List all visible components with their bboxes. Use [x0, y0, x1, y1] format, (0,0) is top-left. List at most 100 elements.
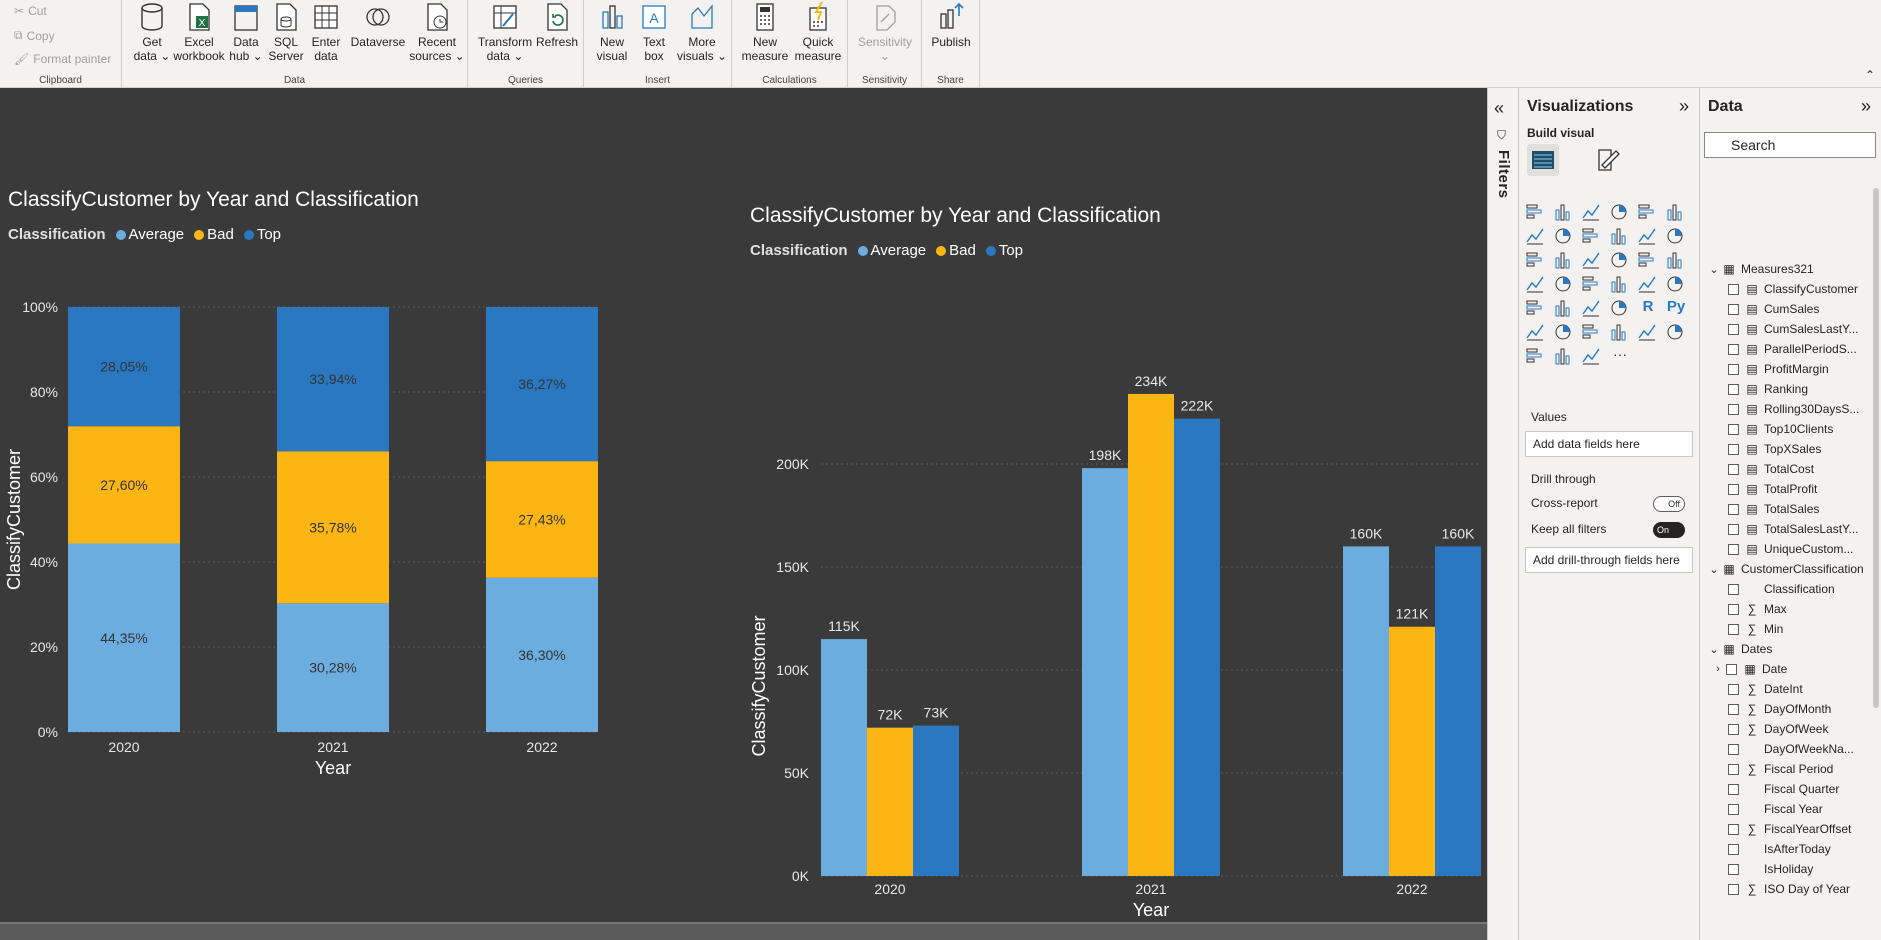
field-checkbox[interactable] [1728, 703, 1739, 715]
field-item[interactable]: Classification [1700, 579, 1881, 599]
table-node[interactable]: ⌄ ▦ Dates [1700, 639, 1881, 659]
more-visual-icon[interactable]: ··· [1613, 346, 1627, 362]
field-item[interactable]: Fiscal Year [1700, 799, 1881, 819]
chart2-legend-bad[interactable]: Bad [936, 242, 976, 259]
new-measure-button[interactable]: New measure [740, 2, 790, 63]
field-item[interactable]: ▤ ClassifyCustomer [1700, 279, 1881, 299]
data-hub-button[interactable]: Data hub ⌄ [226, 2, 266, 63]
field-checkbox[interactable] [1728, 623, 1739, 635]
field-item[interactable]: ▤ CumSalesLastY... [1700, 319, 1881, 339]
field-item[interactable]: IsHoliday [1700, 859, 1881, 879]
table-visual-icon[interactable] [1581, 298, 1603, 320]
field-checkbox[interactable] [1728, 603, 1739, 615]
field-checkbox[interactable] [1728, 343, 1739, 355]
field-item[interactable]: ▤ TotalSalesLastY... [1700, 519, 1881, 539]
chart1-legend-top[interactable]: Top [243, 226, 281, 243]
field-item[interactable]: ▤ Ranking [1700, 379, 1881, 399]
map-visual-icon[interactable] [1525, 274, 1547, 296]
field-checkbox[interactable] [1728, 503, 1739, 515]
values-well[interactable]: Add data fields here [1525, 431, 1693, 457]
field-checkbox[interactable] [1728, 803, 1739, 815]
collapse-ribbon-icon[interactable]: ⌃ [1864, 68, 1875, 82]
field-checkbox[interactable] [1726, 663, 1737, 675]
field-checkbox[interactable] [1728, 483, 1739, 495]
field-item[interactable]: ∑ FiscalYearOffset [1700, 819, 1881, 839]
collapse-visualizations-icon[interactable]: » [1678, 96, 1689, 116]
clustered-column-chart[interactable]: 0K 50K 100K 150K 200K 115K 72K 73K 2020 198K 234K 2… [745, 258, 1485, 938]
canvas-scroll-area[interactable] [0, 922, 1487, 940]
field-item[interactable]: ▤ Rolling30DaysS... [1700, 399, 1881, 419]
kpi-visual-icon[interactable] [1525, 298, 1547, 320]
card-visual-icon[interactable] [1637, 274, 1659, 296]
smart-narrative-visual-icon[interactable] [1609, 322, 1631, 344]
field-checkbox[interactable] [1728, 543, 1739, 555]
transform-data-button[interactable]: Transform data ⌄ [476, 2, 534, 63]
format-painter-button[interactable]: 🖌 Format painter [14, 52, 111, 66]
field-checkbox[interactable] [1728, 683, 1739, 695]
more-visuals-button[interactable]: More visuals ⌄ [676, 2, 728, 63]
field-item[interactable]: ▤ TotalProfit [1700, 479, 1881, 499]
sql-server-button[interactable]: SQL Server [266, 2, 306, 63]
field-item[interactable]: ▤ TotalSales [1700, 499, 1881, 519]
field-checkbox[interactable] [1728, 423, 1739, 435]
refresh-button[interactable]: Refresh [534, 2, 580, 49]
qa-visual-icon[interactable] [1581, 322, 1603, 344]
metrics-visual-icon[interactable] [1637, 322, 1659, 344]
chart1-legend-bad[interactable]: Bad [194, 226, 234, 243]
field-checkbox[interactable] [1728, 863, 1739, 875]
format-visual-tab[interactable] [1595, 146, 1623, 174]
quick-measure-button[interactable]: Quick measure [792, 2, 844, 63]
field-checkbox[interactable] [1728, 463, 1739, 475]
field-checkbox[interactable] [1728, 583, 1739, 595]
sensitivity-button[interactable]: Sensitivity ⌄ [854, 2, 916, 63]
chart2-legend-top[interactable]: Top [985, 242, 1023, 259]
line-clustered-column-visual-icon[interactable] [1637, 226, 1659, 248]
field-item[interactable]: ▤ TotalCost [1700, 459, 1881, 479]
field-item[interactable]: ▤ UniqueCustom... [1700, 539, 1881, 559]
field-item[interactable]: ∑ Fiscal Period [1700, 759, 1881, 779]
area-visual-icon[interactable] [1553, 226, 1575, 248]
field-item[interactable]: ▤ ProfitMargin [1700, 359, 1881, 379]
field-checkbox[interactable] [1728, 763, 1739, 775]
field-checkbox[interactable] [1728, 523, 1739, 535]
paginated-report-visual-icon[interactable] [1665, 322, 1687, 344]
field-item[interactable]: ∑ DayOfWeek [1700, 719, 1881, 739]
expand-chevron-icon[interactable]: › [1716, 663, 1720, 675]
chart2-legend-average[interactable]: Average [857, 242, 926, 259]
shape-map-visual-icon[interactable] [1581, 274, 1603, 296]
line-visual-icon[interactable] [1525, 226, 1547, 248]
field-item[interactable]: ∑ Min [1700, 619, 1881, 639]
cross-report-toggle[interactable]: Off [1653, 496, 1685, 512]
field-item[interactable]: ∑ Max [1700, 599, 1881, 619]
field-item[interactable]: DayOfWeekNa... [1700, 739, 1881, 759]
pie-visual-icon[interactable] [1609, 250, 1631, 272]
collapse-chevron-icon[interactable]: ⌄ [1709, 263, 1719, 276]
field-checkbox[interactable] [1728, 443, 1739, 455]
donut-visual-icon[interactable] [1637, 250, 1659, 272]
field-item[interactable]: ▤ TopXSales [1700, 439, 1881, 459]
field-item[interactable]: ∑ ISO Day of Year [1700, 879, 1881, 899]
field-checkbox[interactable] [1728, 783, 1739, 795]
field-checkbox[interactable] [1728, 403, 1739, 415]
funnel-visual-icon[interactable] [1553, 250, 1575, 272]
cut-button[interactable]: ✂ Cut [14, 4, 47, 18]
gauge-visual-icon[interactable] [1609, 274, 1631, 296]
collapse-chevron-icon[interactable]: ⌄ [1709, 643, 1719, 656]
r-visual-visual-icon[interactable]: R [1642, 298, 1654, 315]
treemap-visual-icon[interactable] [1665, 250, 1687, 272]
build-visual-tab[interactable] [1527, 144, 1559, 176]
python-visual-visual-icon[interactable]: Py [1666, 298, 1686, 315]
data-pane-scrollbar[interactable] [1873, 188, 1879, 708]
field-item[interactable]: ∑ DateInt [1700, 679, 1881, 699]
text-box-button[interactable]: A Text box [634, 2, 674, 63]
stacked-percent-bar-chart[interactable]: 0% 20% 40% 60% 80% 100% 44,35% 27,60% 28,05% 2020… [0, 248, 740, 928]
table-node[interactable]: ⌄ ▦ CustomerClassification [1700, 559, 1881, 579]
power-automate-visual-icon[interactable] [1553, 346, 1575, 368]
stacked-area-visual-icon[interactable] [1581, 226, 1603, 248]
matrix-visual-icon[interactable] [1609, 298, 1631, 320]
publish-button[interactable]: Publish [928, 2, 974, 49]
field-item[interactable]: ∑ DayOfMonth [1700, 699, 1881, 719]
field-checkbox[interactable] [1728, 323, 1739, 335]
field-item[interactable]: ▤ ParallelPeriodS... [1700, 339, 1881, 359]
keep-all-filters-toggle[interactable]: On [1653, 522, 1685, 538]
